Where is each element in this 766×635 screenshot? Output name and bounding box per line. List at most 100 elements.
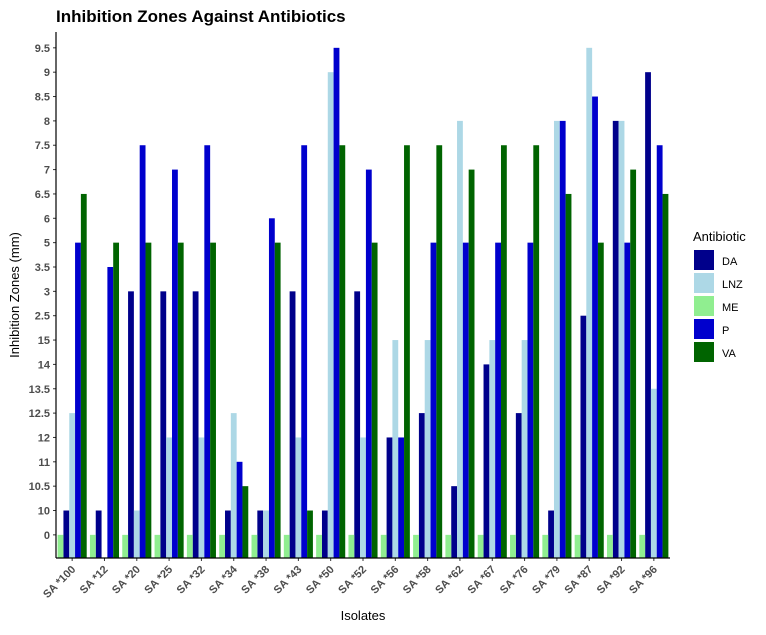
y-tick-label: 0 [44,530,50,542]
bar [515,413,522,558]
y-tick-label: 12 [38,432,50,444]
bar [257,510,264,558]
y-tick-label: 13.5 [29,384,50,396]
y-tick-label: 5 [44,238,50,250]
bar [339,145,346,558]
bar [89,534,96,558]
legend-title: Antibiotic [693,229,746,244]
legend-swatch [694,319,714,339]
bar [468,169,475,559]
bar [639,534,646,558]
x-axis-label: Isolates [341,608,386,623]
bar [348,534,355,558]
bar [483,364,490,558]
x-tick-label: SA *56 [369,564,402,597]
y-tick-label: 9 [44,67,50,79]
bar [462,242,469,558]
bar [489,340,496,558]
bar [650,388,657,558]
bar [510,534,516,558]
bar [128,291,134,558]
y-tick-label: 3.5 [35,262,50,274]
bar [542,534,549,558]
bar [186,534,193,558]
y-tick-label: 10 [38,506,50,518]
legend-swatch [694,296,714,316]
bar [656,145,663,558]
y-tick-label: 15 [38,335,50,347]
bar [392,340,399,558]
bar [580,315,587,558]
bar [204,145,211,558]
bar [527,242,534,558]
bar [445,534,452,558]
bar [122,534,129,558]
bar [177,242,184,558]
bar [192,291,199,558]
legend-label: DA [722,256,738,268]
bar [225,510,231,558]
bar [283,534,290,558]
bar [597,242,604,558]
bar [230,413,237,558]
y-tick-label: 8.5 [35,92,50,104]
bar [548,510,554,558]
bar [354,291,361,558]
bar [75,242,81,558]
y-axis-label: Inhibition Zones (mm) [7,232,22,358]
bar [430,242,437,558]
bar [333,47,340,558]
x-tick-label: SA *96 [627,564,660,597]
bar [219,534,226,558]
x-tick-label: SA *79 [530,564,563,597]
bar [559,120,566,558]
y-tick-label: 9.5 [35,43,50,55]
bar [316,534,322,558]
bar [500,145,507,558]
bar [113,242,120,558]
y-tick-label: 12.5 [29,408,50,420]
x-tick-label: SA *38 [239,564,272,597]
legend-swatch [694,273,714,293]
x-tick-label: SA *67 [466,564,499,597]
bar [63,510,70,558]
y-tick-label: 10.5 [29,481,50,493]
bar [172,169,178,559]
bar [521,340,528,558]
bar [268,218,275,558]
y-tick-label: 7.5 [35,140,50,152]
x-tick-label: SA *43 [272,564,305,597]
bar [365,169,372,559]
y-tick-label: 11 [38,457,50,469]
x-tick-label: SA *100 [41,564,78,601]
bar [289,291,296,558]
bar [618,120,625,558]
bar [69,413,76,558]
y-tick-label: 2.5 [35,311,50,323]
x-tick-label: SA *50 [304,564,337,597]
bar [553,120,560,558]
bar [418,413,425,558]
x-tick-label: SA *92 [595,564,628,597]
x-tick-label: SA *58 [401,564,434,597]
x-tick-label: SA *32 [175,564,208,597]
bar [107,266,114,558]
bar [380,534,387,558]
y-tick-label: 6 [44,213,50,225]
x-tick-label: SA *12 [78,564,111,597]
bar [321,510,328,558]
bar [565,193,572,558]
x-tick-label: SA *25 [142,564,175,597]
legend-swatch [694,342,714,362]
bar [612,120,619,558]
bar [198,437,205,558]
bar [160,291,167,558]
bar [242,486,249,558]
y-tick-label: 6.5 [35,189,50,201]
y-tick-label: 7 [44,165,50,177]
bar [404,145,410,558]
x-tick-label: SA *87 [562,564,595,597]
legend-swatch [694,250,714,270]
bar [154,534,161,558]
bar [413,534,419,558]
